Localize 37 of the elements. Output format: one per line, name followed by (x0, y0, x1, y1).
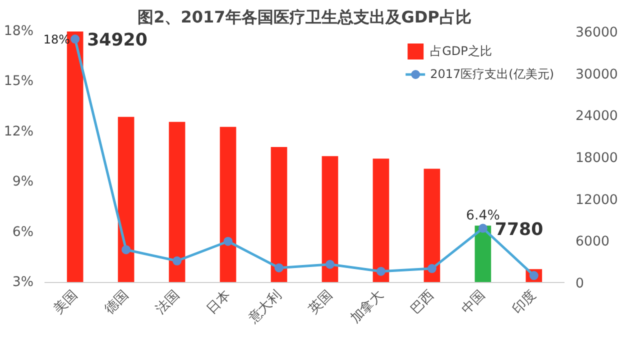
y2-tick-label: 30000 (576, 67, 618, 82)
y-tick-label: 3% (12, 275, 34, 290)
y-tick-label: 12% (4, 124, 34, 140)
point (478, 224, 488, 233)
data-label: 34920 (87, 30, 148, 51)
x-tick-label: 法国 (153, 288, 182, 318)
x-tick-label: 巴西 (408, 288, 438, 318)
x-tick-label: 英国 (306, 288, 336, 318)
data-label: 7780 (494, 220, 544, 240)
point (70, 34, 80, 44)
x-tick-label: 美国 (50, 287, 80, 318)
point (376, 266, 386, 276)
point (122, 245, 131, 254)
point (274, 263, 284, 272)
x-tick-label: 中国 (459, 288, 488, 318)
y2-tick-label: 24000 (576, 109, 618, 124)
x-tick-label: 意大利 (245, 288, 284, 328)
y2-tick-label: 18000 (576, 151, 618, 166)
y-tick-label: 9% (12, 174, 34, 190)
y2-tick-label: 12000 (576, 192, 618, 208)
y-tick-label: 6% (12, 224, 34, 240)
legend-label: 2017医疗支出(亿美元) (430, 66, 554, 82)
x-tick-label: 印度 (510, 287, 540, 318)
y2-tick-label: 36000 (576, 26, 618, 40)
y2-tick-label: 6000 (576, 234, 610, 250)
point (325, 260, 334, 269)
x-tick-label: 日本 (204, 288, 234, 318)
y-tick-label: 18% (4, 24, 34, 39)
point (172, 256, 182, 266)
x-tick-label: 德国 (102, 288, 132, 318)
chart-title: 图2、2017年各国医疗卫生总支出及GDP占比 (138, 8, 472, 26)
point (427, 264, 436, 274)
point (224, 236, 233, 246)
y-tick-label: 15% (4, 74, 34, 90)
legend-label: 占GDP之比 (430, 42, 492, 60)
y2-tick-label: 0 (576, 276, 584, 292)
x-tick-label: 加拿大 (348, 288, 386, 326)
